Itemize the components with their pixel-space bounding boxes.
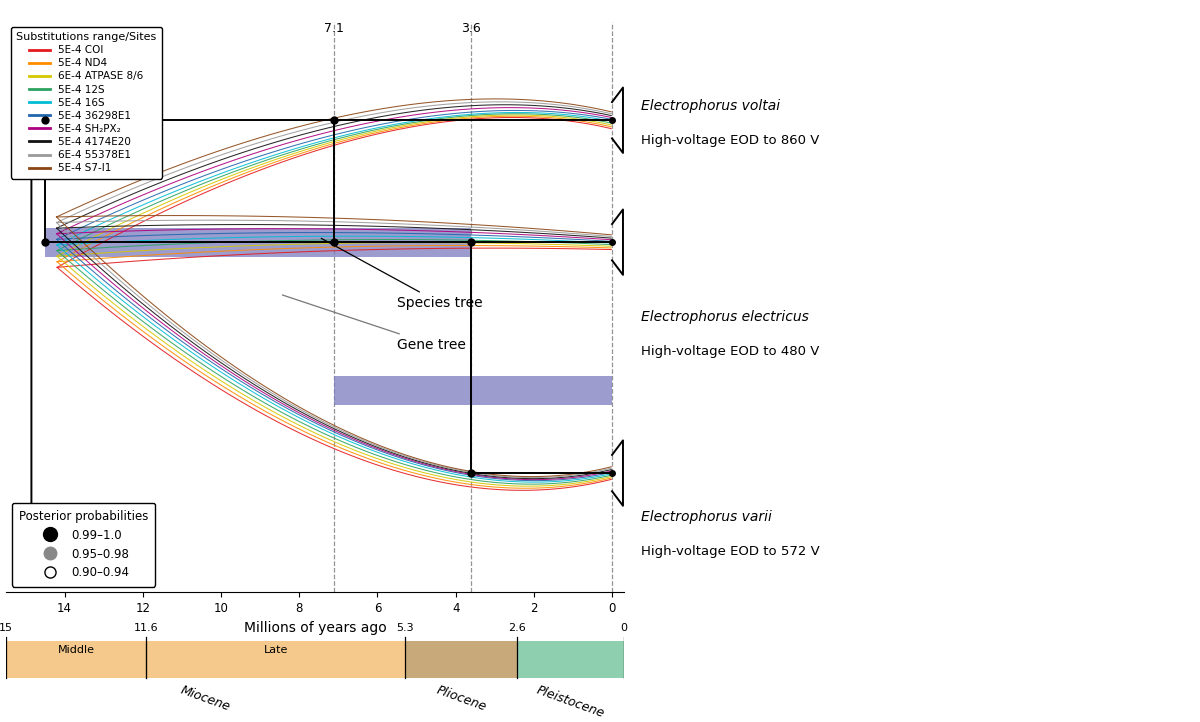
Bar bbox=[6, 640, 406, 678]
Bar bbox=[517, 640, 624, 678]
Text: Late: Late bbox=[264, 645, 288, 655]
Bar bbox=[406, 640, 517, 678]
Text: Gene tree: Gene tree bbox=[282, 295, 466, 352]
Legend: 0.99–1.0, 0.95–0.98, 0.90–0.94: 0.99–1.0, 0.95–0.98, 0.90–0.94 bbox=[12, 503, 156, 586]
Bar bbox=[46, 227, 472, 257]
Text: High-voltage EOD to 480 V: High-voltage EOD to 480 V bbox=[641, 345, 820, 358]
Text: High-voltage EOD to 860 V: High-voltage EOD to 860 V bbox=[641, 134, 820, 147]
Text: Electrophorus varii: Electrophorus varii bbox=[641, 510, 772, 524]
Text: 15: 15 bbox=[0, 623, 13, 632]
Text: Species tree: Species tree bbox=[322, 238, 482, 310]
Text: Middle: Middle bbox=[58, 645, 95, 655]
Text: Electrophorus electricus: Electrophorus electricus bbox=[641, 310, 809, 324]
Text: Pleistocene: Pleistocene bbox=[534, 684, 606, 721]
Text: 0: 0 bbox=[620, 623, 628, 632]
Text: High-voltage EOD to 572 V: High-voltage EOD to 572 V bbox=[641, 545, 820, 558]
Text: 3.6: 3.6 bbox=[461, 22, 481, 35]
Bar bbox=[335, 375, 612, 404]
X-axis label: Millions of years ago: Millions of years ago bbox=[244, 621, 386, 635]
Text: 11.6: 11.6 bbox=[133, 623, 158, 632]
Text: 2.6: 2.6 bbox=[508, 623, 526, 632]
Text: Miocene: Miocene bbox=[179, 684, 233, 714]
Text: 5.3: 5.3 bbox=[397, 623, 414, 632]
Text: Electrophorus voltai: Electrophorus voltai bbox=[641, 99, 780, 113]
Text: Pliocene: Pliocene bbox=[434, 684, 488, 714]
Text: 7.1: 7.1 bbox=[324, 22, 344, 35]
